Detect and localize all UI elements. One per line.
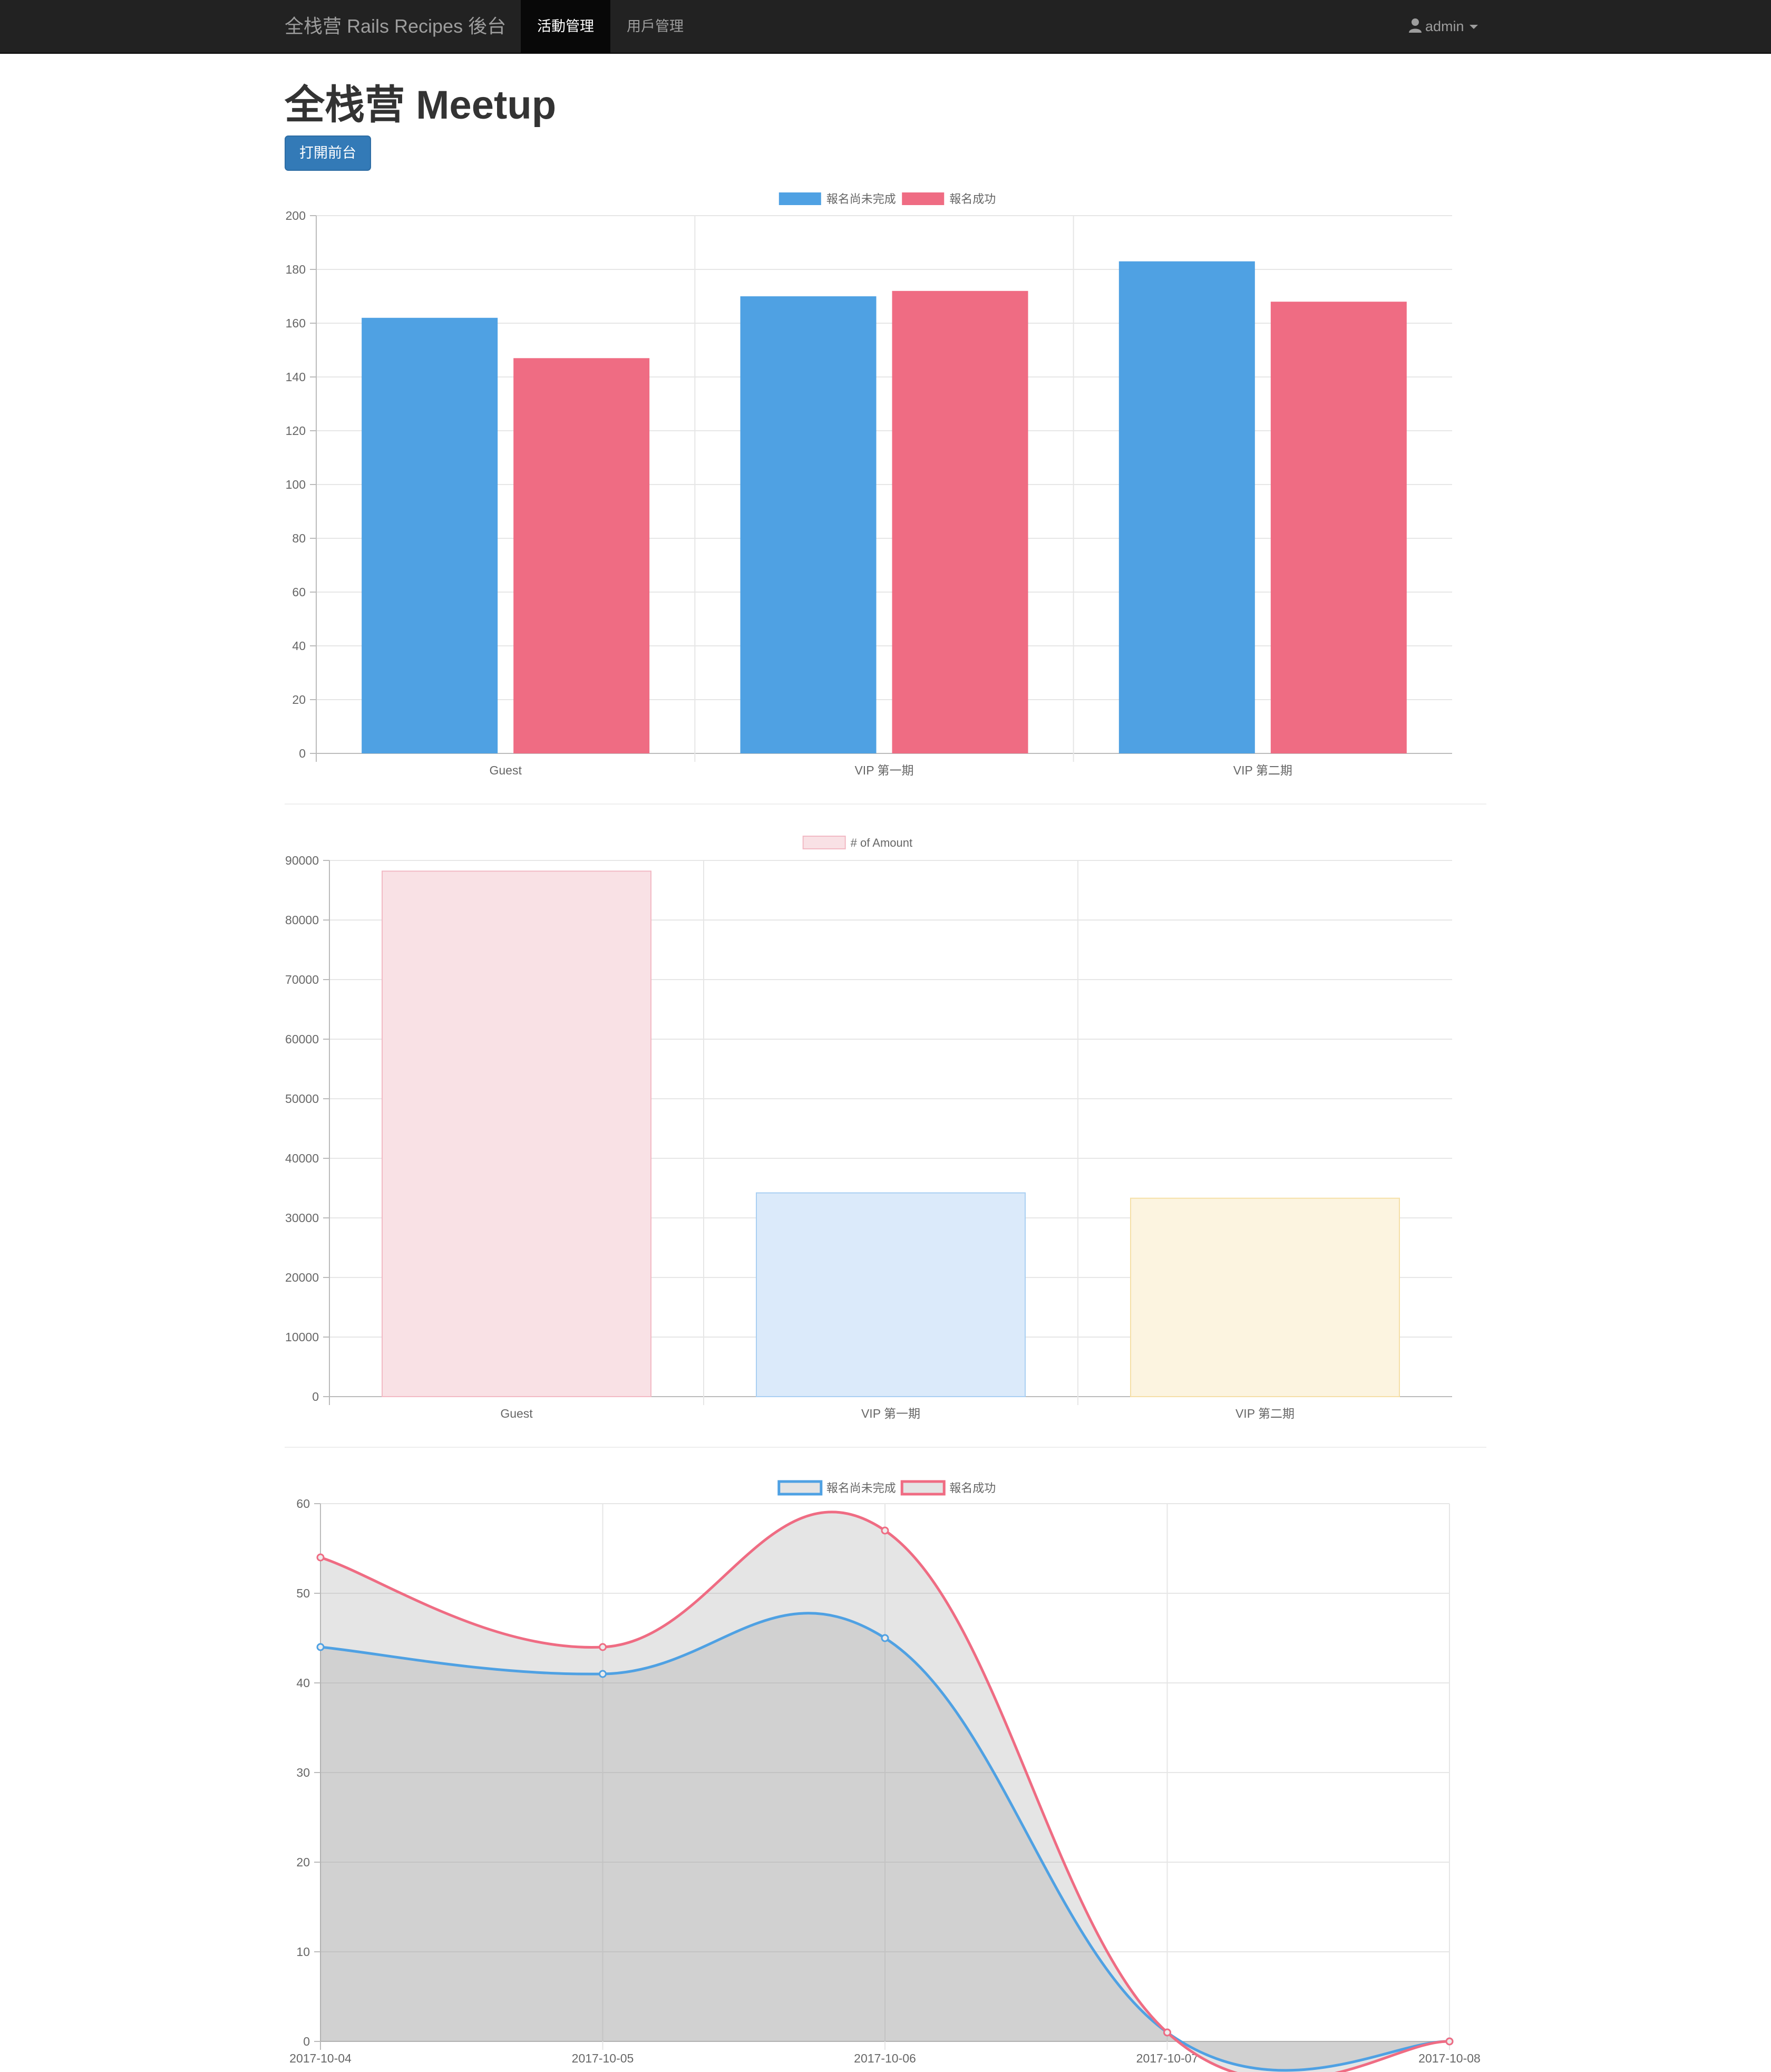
- y-tick-label: 40: [292, 639, 306, 653]
- y-tick-label: 50000: [285, 1092, 319, 1106]
- x-tick-label: 2017-10-04: [289, 2051, 352, 2065]
- x-tick-label: Guest: [489, 763, 522, 777]
- data-point: [316, 1643, 325, 1651]
- y-tick-label: 20: [296, 1855, 310, 1869]
- caret-down-icon: [1469, 25, 1478, 29]
- y-tick-label: 140: [286, 370, 306, 384]
- amount-bar-chart: # of Amount 0 10000 20000 30000 40000 50000 600…: [285, 836, 1452, 1420]
- y-tick-label: 0: [312, 1390, 319, 1403]
- y-tick-label: 180: [286, 263, 306, 276]
- y-tick-label: 70000: [285, 973, 319, 986]
- legend-label: 報名尚未完成: [826, 1482, 896, 1495]
- bar: [892, 291, 1028, 753]
- legend-label: 報名成功: [949, 192, 996, 206]
- y-tick-label: 0: [303, 2035, 310, 2048]
- series-area: [320, 1512, 1449, 2072]
- legend-swatch: [777, 1480, 823, 1496]
- legend-swatch: [779, 192, 821, 205]
- y-tick-label: 10: [296, 1945, 310, 1959]
- nav-item-event-management[interactable]: 活動管理: [521, 0, 610, 53]
- x-tick-label: 2017-10-07: [1136, 2051, 1199, 2065]
- legend-label: 報名成功: [949, 1482, 996, 1495]
- bar: [1118, 261, 1255, 753]
- bar: [756, 1192, 1026, 1398]
- y-tick-label: 30000: [285, 1211, 319, 1225]
- y-tick-label: 20000: [285, 1271, 319, 1284]
- y-tick-label: 30: [296, 1766, 310, 1779]
- data-point: [599, 1643, 607, 1651]
- series-area: [320, 1613, 1449, 2070]
- user-name: admin: [1425, 18, 1464, 34]
- data-point: [1163, 2028, 1171, 2037]
- legend-swatch: [802, 836, 846, 849]
- y-tick-label: 60: [296, 1497, 310, 1511]
- x-tick-label: Guest: [500, 1407, 533, 1420]
- y-tick-label: 0: [299, 747, 306, 760]
- bar: [1130, 1197, 1400, 1397]
- series-line: [320, 1511, 1450, 2072]
- nav-item-user-management[interactable]: 用戶管理: [627, 18, 684, 34]
- registration-status-bar-chart: 報名尚未完成 報名成功 0 20 40 60 80 100 120 140 160 180 200 Gue…: [286, 192, 1452, 777]
- x-tick-label: VIP 第一期: [854, 763, 913, 777]
- data-point: [316, 1553, 325, 1562]
- bar: [1270, 302, 1407, 753]
- section-divider: [285, 803, 1486, 805]
- legend-label: # of Amount: [851, 836, 912, 849]
- x-tick-label: 2017-10-06: [854, 2051, 916, 2065]
- x-tick-label: VIP 第一期: [861, 1407, 920, 1420]
- bar: [513, 358, 650, 753]
- y-tick-label: 120: [286, 424, 306, 438]
- legend-swatch: [900, 1480, 946, 1496]
- user-icon: [1409, 18, 1422, 33]
- y-tick-label: 60000: [285, 1032, 319, 1046]
- y-tick-label: 50: [296, 1586, 310, 1600]
- legend-swatch: [902, 192, 945, 205]
- page-title: 全栈营 Meetup: [285, 83, 557, 128]
- open-frontend-button[interactable]: 打開前台: [285, 135, 371, 171]
- y-tick-label: 100: [286, 478, 306, 491]
- x-tick-label: VIP 第二期: [1235, 1407, 1295, 1420]
- top-navbar: 全栈营 Rails Recipes 後台 活動管理 用戶管理 admin: [0, 0, 1771, 54]
- user-menu-dropdown[interactable]: admin: [1408, 0, 1478, 53]
- data-point: [599, 1670, 607, 1678]
- y-tick-label: 40: [296, 1676, 310, 1690]
- series-line: [320, 1612, 1450, 2072]
- y-tick-label: 10000: [285, 1330, 319, 1344]
- data-point: [881, 1526, 889, 1535]
- x-tick-label: 2017-10-08: [1418, 2051, 1481, 2065]
- y-tick-label: 160: [286, 316, 306, 330]
- y-tick-label: 80000: [285, 913, 319, 927]
- daily-registration-area-chart: 報名尚未完成 報名成功 0 10 20 30 40 50 60 2017-10-04 2017-10…: [289, 1480, 1481, 2072]
- y-tick-label: 40000: [285, 1151, 319, 1165]
- data-point: [881, 1634, 889, 1642]
- section-divider: [285, 1447, 1486, 1448]
- bar: [362, 317, 498, 753]
- legend-label: 報名尚未完成: [826, 192, 896, 206]
- x-tick-label: 2017-10-05: [572, 2051, 634, 2065]
- data-point: [1445, 2037, 1454, 2046]
- y-tick-label: 200: [286, 209, 306, 222]
- x-tick-label: VIP 第二期: [1233, 763, 1292, 777]
- bar: [740, 296, 877, 753]
- y-tick-label: 90000: [285, 854, 319, 867]
- y-tick-label: 20: [292, 693, 306, 706]
- y-tick-label: 60: [292, 585, 306, 599]
- bar: [382, 870, 651, 1397]
- y-tick-label: 80: [292, 531, 306, 545]
- navbar-brand[interactable]: 全栈营 Rails Recipes 後台: [285, 15, 507, 37]
